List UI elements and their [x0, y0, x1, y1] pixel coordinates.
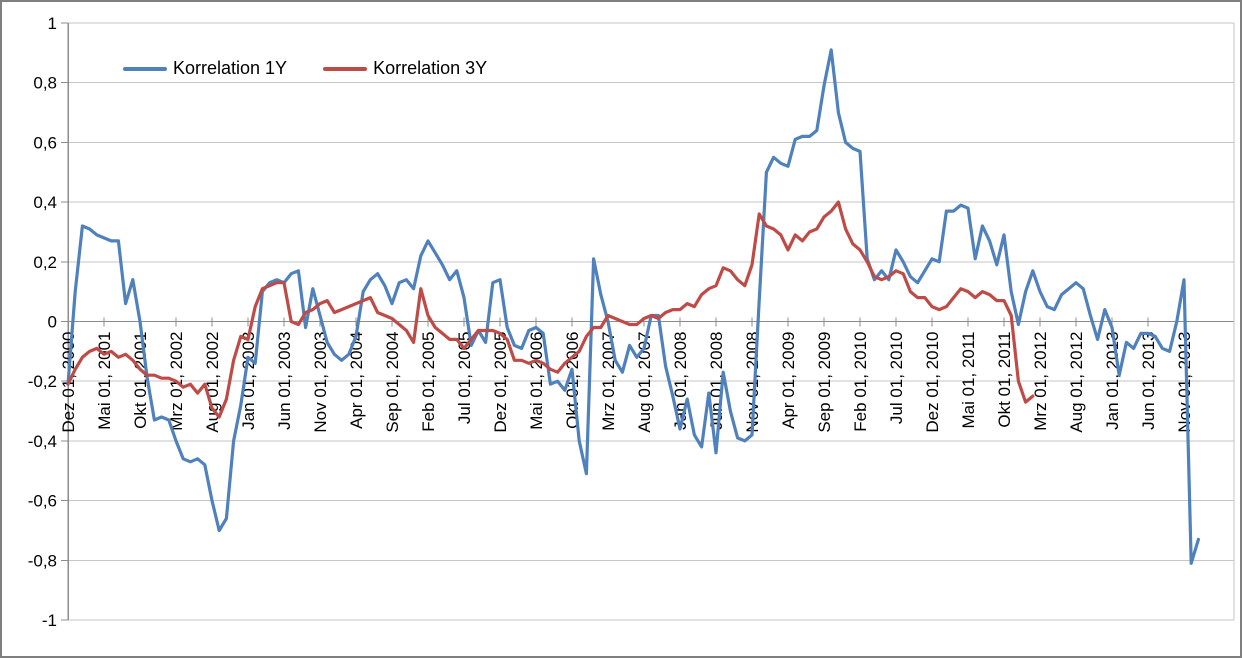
legend-item-korrelation-1y[interactable]: Korrelation 1Y — [123, 58, 287, 79]
x-axis-label: Jun 01, 2013 — [1139, 332, 1158, 430]
legend-item-korrelation-3y[interactable]: Korrelation 3Y — [323, 58, 487, 79]
y-axis-label: 0,8 — [33, 74, 57, 93]
y-axis-label: 1 — [48, 14, 57, 33]
x-axis-label: Jan 01, 2013 — [1103, 332, 1122, 430]
x-axis-label: Aug 01, 2002 — [203, 332, 222, 433]
y-axis-label: -0,4 — [28, 432, 57, 451]
x-axis-label: Nov 01, 2003 — [311, 332, 330, 433]
chart-legend: Korrelation 1Y Korrelation 3Y — [123, 58, 487, 79]
x-axis-label: Mai 01, 2001 — [95, 332, 114, 430]
y-axis-label: -0,6 — [28, 492, 57, 511]
x-axis-label: Sep 01, 2009 — [815, 332, 834, 433]
x-axis-label: Nov 01, 2013 — [1175, 332, 1194, 433]
x-axis-label: Mrz 01, 2007 — [599, 332, 618, 431]
legend-label-3y: Korrelation 3Y — [373, 58, 488, 78]
x-axis-label: Feb 01, 2005 — [419, 332, 438, 432]
x-axis-label: Mai 01, 2006 — [527, 332, 546, 430]
y-axis-label: 0,6 — [33, 133, 57, 152]
x-axis-label: Apr 01, 2009 — [779, 332, 798, 429]
x-axis-label: Apr 01, 2004 — [347, 332, 366, 429]
x-axis-label: Mai 01, 2011 — [959, 332, 978, 429]
x-axis-label: Aug 01, 2007 — [635, 332, 654, 433]
y-axis-label: -1 — [42, 611, 57, 630]
x-axis-label: Jul 01, 2010 — [887, 332, 906, 425]
gridlines — [61, 22, 1234, 621]
series-line-korrelation-3y[interactable] — [66, 200, 1035, 419]
series-line-korrelation-1y[interactable] — [66, 48, 1201, 565]
y-axis-label: -0,8 — [28, 551, 57, 570]
x-axis-ticks — [67, 317, 1185, 327]
legend-swatch-3y — [323, 66, 368, 71]
x-axis-label: Feb 01, 2010 — [851, 332, 870, 432]
x-axis-label: Sep 01, 2004 — [383, 332, 402, 433]
x-axis-label: Dez 01, 2010 — [923, 332, 942, 433]
x-axis-label: Okt 01, 2011 — [995, 332, 1014, 428]
x-axis-label: Aug 01, 2012 — [1067, 332, 1086, 433]
y-axis-label: 0 — [48, 313, 57, 332]
y-axis-label: 0,2 — [33, 253, 57, 272]
x-axis-label: Jan 01, 2008 — [671, 332, 690, 430]
y-axis-label: 0,4 — [33, 193, 57, 212]
y-axis-label: -0,2 — [28, 372, 57, 391]
x-axis-label: Jul 01, 2005 — [455, 332, 474, 425]
y-axis-labels: 1 0,8 0,6 0,4 0,2 0 -0,2 -0,4 -0,6 -0,8 -1 — [28, 14, 57, 630]
x-axis-label: Jan 01, 2003 — [239, 332, 258, 430]
legend-label-1y: Korrelation 1Y — [173, 58, 288, 78]
x-axis-label: Jun 01, 2003 — [275, 332, 294, 430]
x-axis-label: Dez 01, 2005 — [491, 332, 510, 433]
x-axis-label: Mrz 01, 2012 — [1031, 332, 1050, 431]
legend-swatch-1y — [123, 66, 167, 71]
